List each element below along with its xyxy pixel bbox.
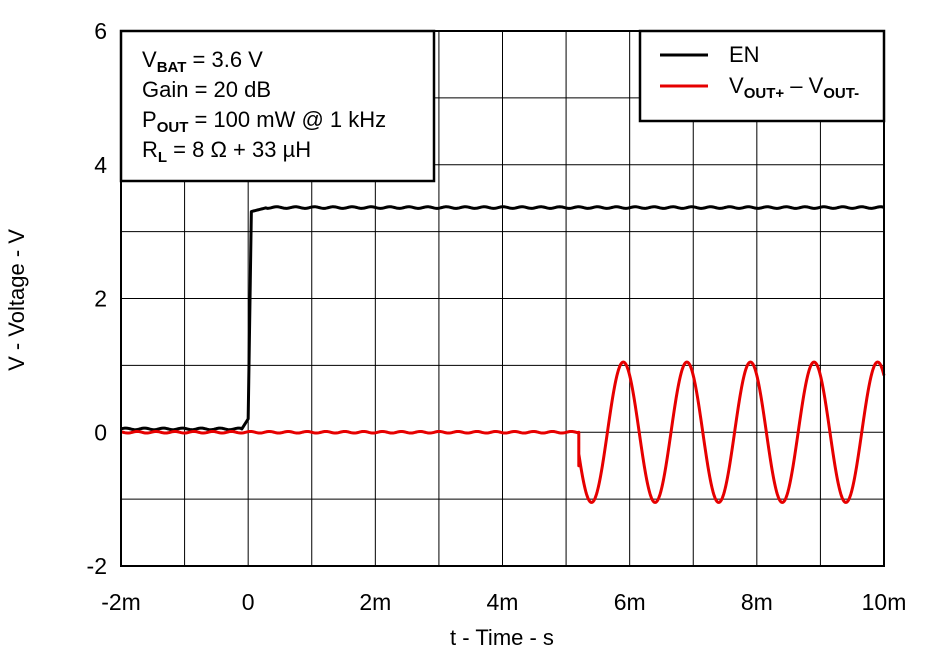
legend-label: EN: [729, 42, 760, 67]
condition-line: Gain = 20 dB: [142, 77, 271, 102]
y-axis-label: V - Voltage - V: [4, 229, 29, 371]
x-tick-label: -2m: [101, 589, 141, 615]
y-tick-label: -2: [87, 553, 107, 579]
x-tick-label: 8m: [741, 589, 773, 615]
series-line-en: [120, 205, 885, 432]
y-tick-label: 0: [94, 419, 107, 445]
conditions-box-frame: [119, 29, 436, 183]
series-layer: [120, 205, 886, 504]
legend: EN VOUT+ – VOUT-: [638, 29, 886, 123]
y-tick-label: 6: [94, 18, 107, 44]
x-tick-labels: -2m 0 2m 4m 6m 8m 10m: [101, 589, 906, 615]
x-tick-label: 0: [242, 589, 255, 615]
x-tick-label: 4m: [487, 589, 519, 615]
condition-line: RL = 8 Ω + 33 µH: [142, 137, 311, 166]
y-tick-label: 2: [94, 286, 107, 312]
y-tick-label: 4: [94, 152, 107, 178]
plot-frame: [120, 30, 885, 567]
x-tick-label: 6m: [614, 589, 646, 615]
y-tick-labels: -2 0 2 4 6: [87, 18, 108, 579]
x-tick-label: 2m: [359, 589, 391, 615]
series-line-vout: [120, 360, 886, 504]
condition-line: POUT = 100 mW @ 1 kHz: [142, 107, 386, 136]
x-axis-label: t - Time - s: [450, 625, 554, 650]
condition-line: VBAT = 3.6 V: [142, 47, 263, 76]
legend-label: VOUT+ – VOUT-: [729, 73, 859, 102]
legend-frame: [638, 29, 886, 123]
x-tick-label: 10m: [862, 589, 907, 615]
legend-items: EN VOUT+ – VOUT-: [660, 42, 859, 102]
